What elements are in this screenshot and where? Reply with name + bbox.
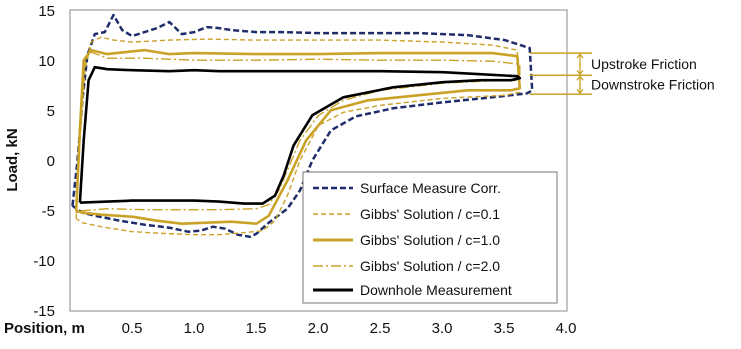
y-tick-label: -15 — [33, 303, 55, 320]
x-tick-label: 4.0 — [556, 320, 577, 337]
x-tick-label: 0.5 — [122, 320, 143, 337]
plot-area: Upstroke Friction Downstroke Friction — [69, 9, 715, 312]
y-tick-label: -10 — [33, 253, 55, 270]
x-tick-label: 2.5 — [370, 320, 391, 337]
annotation-layer: Upstroke Friction Downstroke Friction — [529, 52, 715, 96]
y-tick-label: 10 — [38, 53, 55, 70]
legend-label-gibbs-c01: Gibbs' Solution / c=0.1 — [360, 206, 500, 222]
x-axis: 0.5 1.0 1.5 2.0 2.5 3.0 3.5 4.0 Position… — [4, 320, 576, 337]
friction-label-1: Downstroke Friction — [591, 77, 715, 93]
x-tick-group: 0.5 1.0 1.5 2.0 2.5 3.0 3.5 4.0 — [122, 320, 577, 337]
y-axis-title: Load, kN — [4, 128, 21, 191]
legend-label-gibbs-c20: Gibbs' Solution / c=2.0 — [360, 258, 500, 274]
friction-arrowhead — [576, 53, 584, 59]
y-tick-label: 0 — [47, 153, 55, 170]
friction-arrowhead — [576, 75, 584, 81]
x-tick-label: 1.5 — [246, 320, 267, 337]
series-line-2 — [74, 48, 522, 225]
y-axis: 15 10 5 0 -5 -10 -15 Load, kN — [4, 3, 55, 320]
legend: Surface Measure Corr. Gibbs' Solution / … — [302, 171, 558, 304]
x-tick-label: 2.0 — [308, 320, 329, 337]
x-axis-title: Position, m — [4, 320, 85, 337]
legend-box — [302, 171, 558, 304]
x-tick-label: 3.0 — [432, 320, 453, 337]
y-tick-label: 15 — [38, 3, 55, 20]
legend-label-gibbs-c10: Gibbs' Solution / c=1.0 — [360, 232, 500, 248]
friction-arrowhead — [576, 88, 584, 95]
legend-label-downhole: Downhole Measurement — [360, 282, 512, 298]
y-tick-label: 5 — [47, 103, 55, 120]
friction-label-0: Upstroke Friction — [591, 56, 697, 72]
friction-arrowhead — [576, 69, 584, 76]
x-tick-label: 3.5 — [494, 320, 515, 337]
legend-label-surface: Surface Measure Corr. — [360, 180, 501, 196]
series-layer — [71, 13, 534, 239]
series-line-4 — [78, 65, 522, 205]
x-tick-label: 1.0 — [184, 320, 205, 337]
plot-frame — [69, 9, 568, 312]
y-tick-label: -5 — [42, 203, 55, 220]
series-line-1 — [75, 36, 521, 236]
series-line-0 — [71, 13, 534, 239]
